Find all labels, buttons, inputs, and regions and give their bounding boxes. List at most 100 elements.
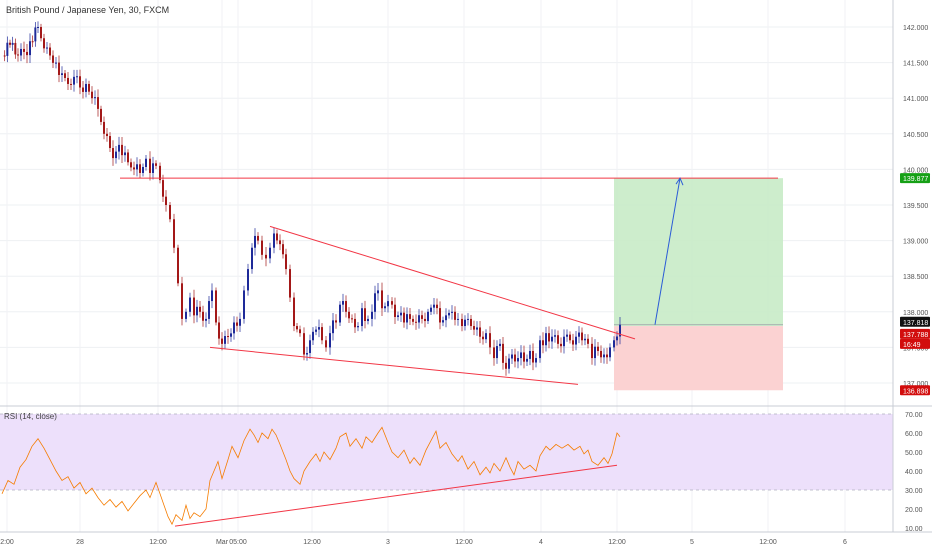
- candle-up: [318, 327, 320, 330]
- candle-up: [563, 336, 565, 347]
- candle-up: [124, 152, 126, 156]
- target-zone: [614, 178, 783, 327]
- candle-down: [606, 354, 608, 358]
- candle-down: [560, 343, 562, 347]
- candle-down: [97, 97, 99, 109]
- time-tick-label: 12:00: [303, 539, 321, 546]
- candle-up: [485, 333, 487, 340]
- candle-down: [9, 42, 11, 45]
- candle-down: [597, 346, 599, 351]
- candle-down: [381, 290, 383, 309]
- candle-down: [58, 62, 60, 75]
- price-label-box: [900, 328, 930, 339]
- candle-up: [400, 312, 402, 316]
- price-label-box: [900, 338, 930, 349]
- candle-down: [139, 164, 141, 173]
- candle-down: [79, 76, 81, 88]
- candle-down: [103, 121, 105, 134]
- price-tick-label: 138.500: [903, 274, 928, 281]
- candle-down: [3, 55, 6, 57]
- candle-down: [169, 205, 171, 220]
- candle-up: [361, 308, 363, 327]
- candle-up: [526, 358, 528, 362]
- candle-down: [532, 350, 534, 363]
- candle-up: [535, 358, 537, 363]
- candle-up: [211, 290, 213, 302]
- candle-down: [569, 334, 571, 341]
- rsi-trendline: [174, 464, 618, 527]
- time-tick-label: 12:00: [759, 539, 777, 546]
- candle-up: [208, 301, 210, 319]
- candle-down: [293, 297, 295, 327]
- price-tick-label: 137.500: [903, 345, 928, 352]
- candle-down: [265, 254, 267, 259]
- candle-up: [554, 335, 556, 337]
- price-tick-label: 137.000: [903, 381, 928, 388]
- candle-up: [11, 42, 14, 45]
- rsi-tick-label: 60.00: [905, 431, 923, 438]
- candle-down: [43, 38, 45, 49]
- candle-down: [257, 235, 259, 241]
- price-label-box: [900, 385, 930, 396]
- candle-down: [193, 297, 195, 316]
- candle-up: [34, 27, 37, 42]
- candle-down: [70, 83, 72, 85]
- candle-up: [73, 76, 75, 85]
- candle-up: [448, 312, 450, 316]
- candle-down: [436, 304, 438, 309]
- time-tick-label: 12:00: [455, 539, 473, 546]
- rsi-title: RSI (14, close): [4, 412, 57, 421]
- wedge-lower-line: [209, 346, 579, 385]
- rsi-plot: [0, 413, 893, 527]
- time-tick-label: 6: [843, 539, 847, 546]
- candle-down: [523, 352, 525, 362]
- candle-down: [26, 51, 28, 56]
- candle-down: [321, 327, 323, 341]
- candle-up: [418, 315, 420, 323]
- candle-up: [508, 358, 510, 369]
- time-tick-label: 2:00: [0, 539, 14, 546]
- price-tick-label: 139.000: [903, 239, 928, 246]
- candle-up: [442, 320, 444, 323]
- drawing-tools: [120, 177, 778, 385]
- candle-down: [348, 311, 350, 319]
- candle-up: [397, 315, 399, 318]
- candle-down: [130, 162, 132, 168]
- candle-down: [424, 318, 426, 322]
- candle-up: [269, 247, 271, 259]
- candle-down: [82, 87, 84, 92]
- candle-up: [342, 301, 344, 305]
- candle-up: [451, 311, 453, 313]
- candle-down: [64, 73, 66, 78]
- candle-down: [591, 343, 593, 359]
- candle-up: [315, 329, 317, 332]
- candle-down: [276, 233, 278, 241]
- candle-down: [548, 333, 550, 342]
- candle-up: [511, 354, 513, 359]
- candle-up: [566, 334, 568, 337]
- candle-down: [127, 152, 129, 163]
- candle-down: [409, 314, 411, 319]
- rsi-tick-label: 40.00: [905, 469, 923, 476]
- rsi-band: [0, 414, 893, 490]
- candle-up: [464, 319, 466, 327]
- candle-up: [476, 327, 478, 330]
- candle-up: [529, 350, 531, 359]
- candle-up: [445, 315, 447, 321]
- price-label: 137.818: [903, 320, 928, 327]
- candle-up: [467, 318, 469, 320]
- candle-up: [339, 304, 341, 323]
- candle-up: [457, 318, 459, 320]
- candle-down: [165, 196, 167, 205]
- candle-up: [247, 269, 249, 291]
- candle-down: [121, 144, 123, 156]
- candle-up: [371, 311, 373, 319]
- candle-up: [142, 166, 144, 173]
- candle-up: [224, 336, 226, 344]
- candle-up: [243, 290, 245, 319]
- rsi-tick-label: 20.00: [905, 507, 923, 514]
- time-tick-label: 28: [76, 539, 84, 546]
- candle-up: [427, 311, 429, 322]
- candle-down: [227, 336, 229, 338]
